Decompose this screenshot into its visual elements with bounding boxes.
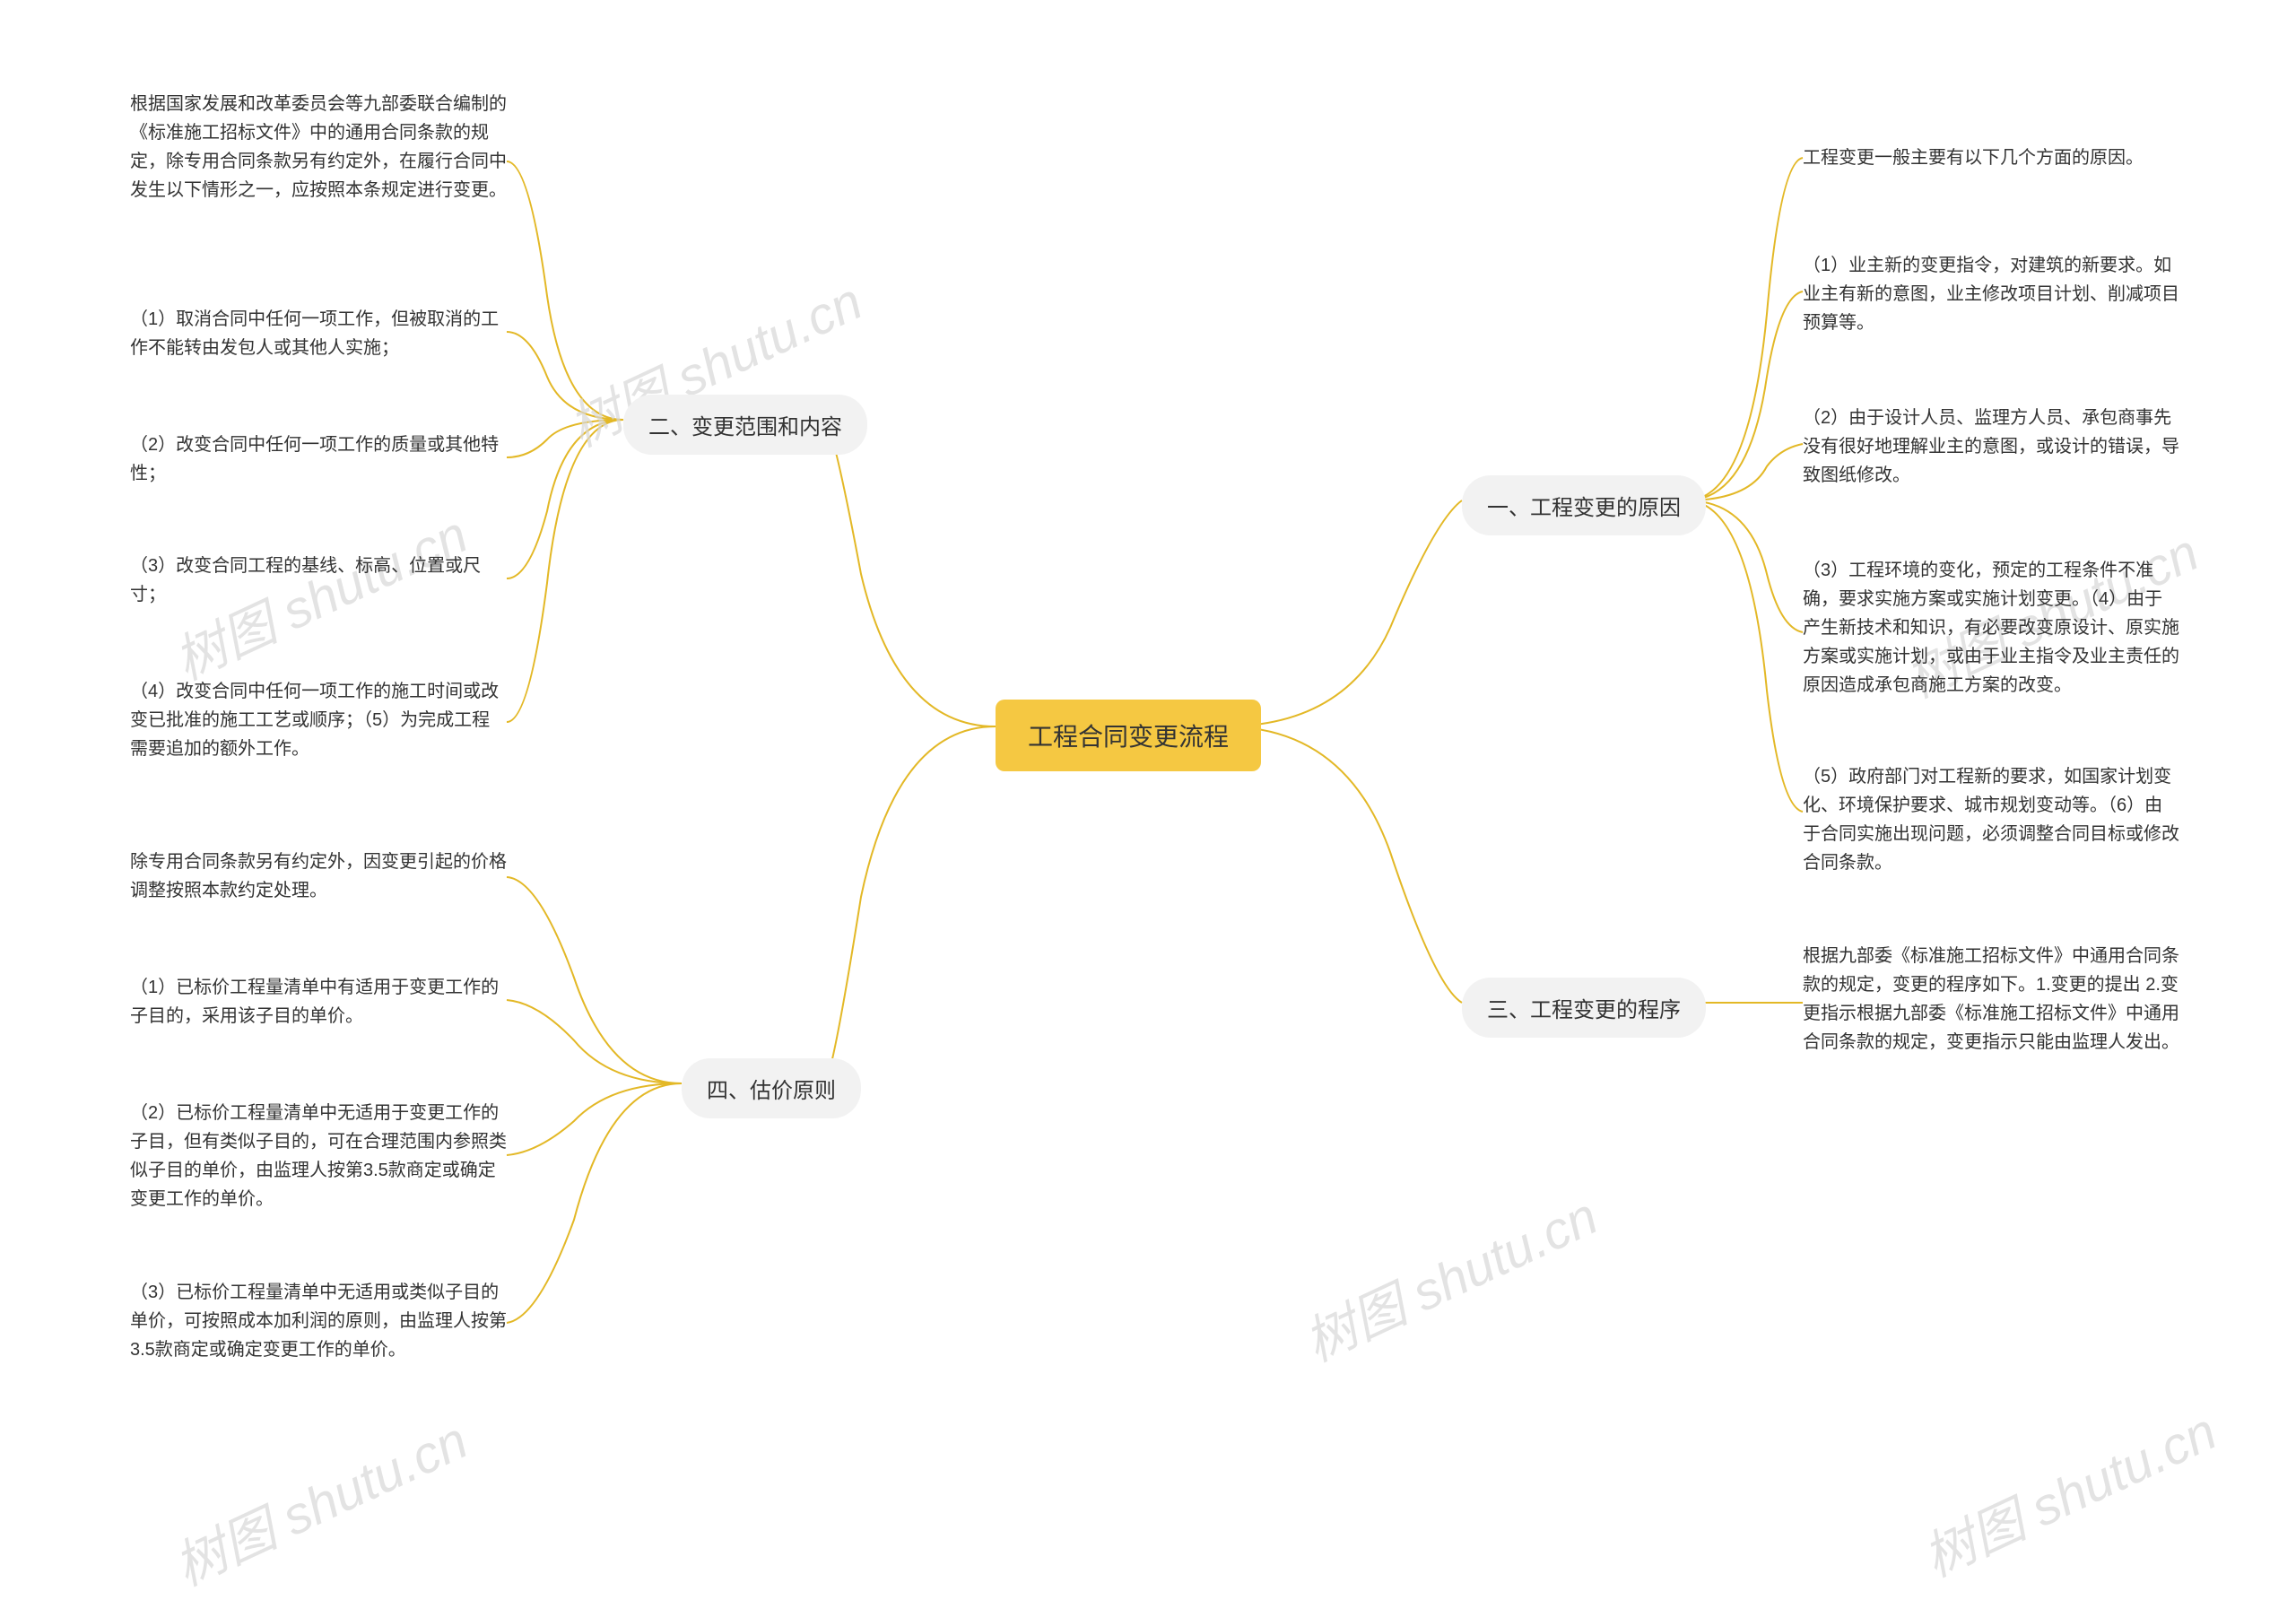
watermark: 树图 shutu.cn <box>161 1399 478 1600</box>
center-node: 工程合同变更流程 <box>996 700 1261 771</box>
leaf-node: （3）改变合同工程的基线、标高、位置或尺寸； <box>130 552 507 609</box>
leaf-node: 除专用合同条款另有约定外，因变更引起的价格调整按照本款约定处理。 <box>130 848 507 905</box>
branch-node-1: 一、工程变更的原因 <box>1462 475 1706 535</box>
watermark: 树图 shutu.cn <box>1291 1175 1608 1377</box>
leaf-node: 根据九部委《标准施工招标文件》中通用合同条款的规定，变更的程序如下。1.变更的提… <box>1803 942 2179 1057</box>
branch-node-4: 四、估价原则 <box>682 1058 861 1118</box>
watermark: 树图 shutu.cn <box>1909 1390 2227 1592</box>
leaf-node: （3）已标价工程量清单中无适用或类似子目的单价，可按照成本加利润的原则，由监理人… <box>130 1278 507 1364</box>
leaf-node: （2）改变合同中任何一项工作的质量或其他特性； <box>130 430 507 488</box>
branch-node-2: 二、变更范围和内容 <box>623 395 867 455</box>
leaf-node: （4）改变合同中任何一项工作的施工时间或改变已批准的施工工艺或顺序；（5）为完成… <box>130 677 507 763</box>
leaf-node: （2）已标价工程量清单中无适用于变更工作的子目，但有类似子目的，可在合理范围内参… <box>130 1099 507 1213</box>
leaf-node: 根据国家发展和改革委员会等九部委联合编制的《标准施工招标文件》中的通用合同条款的… <box>130 90 507 204</box>
leaf-node: （1）业主新的变更指令，对建筑的新要求。如业主有新的意图，业主修改项目计划、削减… <box>1803 251 2179 337</box>
leaf-node: （1）取消合同中任何一项工作，但被取消的工作不能转由发包人或其他人实施； <box>130 305 507 362</box>
leaf-node: （5）政府部门对工程新的要求，如国家计划变化、环境保护要求、城市规划变动等。（6… <box>1803 762 2179 877</box>
branch-node-3: 三、工程变更的程序 <box>1462 978 1706 1038</box>
leaf-node: （2）由于设计人员、监理方人员、承包商事先没有很好地理解业主的意图，或设计的错误… <box>1803 404 2179 490</box>
leaf-node: （3）工程环境的变化，预定的工程条件不准确，要求实施方案或实施计划变更。（4）由… <box>1803 556 2179 700</box>
leaf-node: （1）已标价工程量清单中有适用于变更工作的子目的，采用该子目的单价。 <box>130 973 507 1030</box>
leaf-node: 工程变更一般主要有以下几个方面的原因。 <box>1803 143 2144 172</box>
